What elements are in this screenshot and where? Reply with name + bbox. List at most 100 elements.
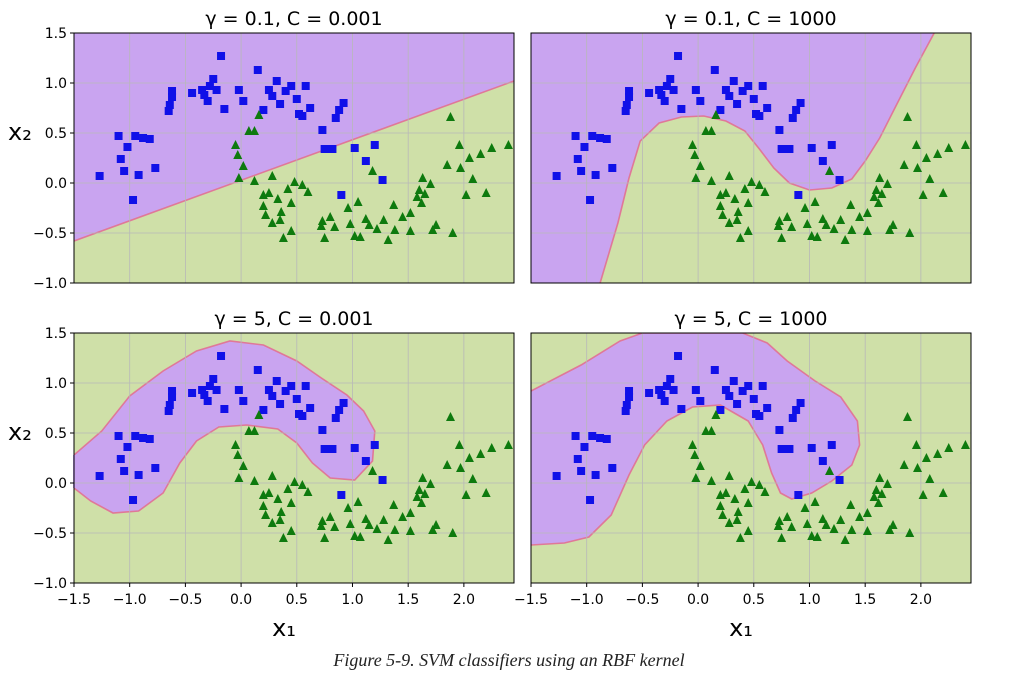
triangle-point [733, 507, 743, 516]
square-point [337, 491, 346, 499]
square-point [591, 171, 600, 179]
triangle-point [487, 443, 497, 452]
triangle-point [840, 235, 850, 244]
triangle-point [773, 521, 783, 530]
triangle-point [355, 532, 365, 541]
triangle-point [428, 225, 438, 234]
triangle-point [286, 526, 296, 535]
square-point [239, 397, 248, 405]
triangle-point [231, 440, 241, 449]
square-point [625, 93, 634, 101]
triangle-point [372, 224, 382, 233]
square-point [625, 393, 634, 401]
triangle-point [818, 214, 828, 223]
x-axis-label: x₁ [729, 614, 753, 642]
triangle-point [267, 218, 277, 227]
x-tick-label: 0.5 [286, 592, 308, 608]
triangle-point [448, 228, 458, 237]
triangle-point [267, 471, 277, 480]
square-point [827, 441, 836, 449]
x-tick-label: 2.0 [453, 592, 475, 608]
square-point [328, 445, 337, 453]
square-point [818, 157, 827, 165]
triangle-point [903, 112, 913, 121]
triangle-point [249, 176, 259, 185]
x-tick-label: 2.0 [910, 592, 932, 608]
square-point [301, 82, 310, 90]
triangle-point [303, 487, 313, 496]
square-point [114, 132, 123, 140]
x-tick-label: 1.5 [854, 592, 876, 608]
square-point [168, 93, 177, 101]
triangle-point [735, 533, 745, 542]
triangle-point [690, 150, 700, 159]
triangle-point [398, 212, 408, 221]
triangle-point [733, 207, 743, 216]
square-point [777, 145, 786, 153]
square-point [320, 445, 329, 453]
triangle-point [888, 520, 898, 529]
triangle-point [431, 220, 441, 229]
triangle-point [812, 532, 822, 541]
triangle-point [361, 514, 371, 523]
triangle-point [882, 179, 892, 188]
triangle-point [234, 473, 244, 482]
triangle-point [706, 476, 716, 485]
square-point [188, 389, 197, 397]
square-point [662, 382, 671, 390]
triangle-point [456, 163, 466, 172]
triangle-point [807, 531, 817, 540]
square-point [164, 407, 173, 415]
triangle-point [718, 510, 728, 519]
square-point [588, 432, 597, 440]
square-point [217, 352, 226, 360]
triangle-point [944, 443, 954, 452]
square-point [298, 412, 307, 420]
triangle-point [862, 226, 872, 235]
square-point [792, 406, 801, 414]
triangle-point [286, 198, 296, 207]
square-point [792, 106, 801, 114]
triangle-point [503, 440, 513, 449]
square-point [725, 392, 734, 400]
triangle-point [933, 449, 943, 458]
x-tick-label: −1.5 [57, 592, 91, 608]
y-axis-label: x₂ [8, 418, 32, 446]
triangle-point [760, 187, 770, 196]
triangle-point [290, 477, 300, 486]
square-point [571, 432, 580, 440]
square-point [114, 432, 123, 440]
triangle-point [862, 208, 872, 217]
triangle-point [417, 498, 427, 507]
square-point [131, 432, 140, 440]
triangle-point [316, 221, 326, 230]
plot-frame [530, 332, 972, 584]
square-point [696, 397, 705, 405]
square-point [777, 445, 786, 453]
square-point [596, 134, 605, 142]
triangle-point [747, 477, 757, 486]
triangle-point [317, 516, 327, 525]
triangle-point [405, 526, 415, 535]
triangle-point [847, 225, 857, 234]
square-point [749, 95, 758, 103]
square-point [788, 414, 797, 422]
triangle-point [706, 126, 716, 135]
triangle-point [303, 187, 313, 196]
triangle-point [361, 214, 371, 223]
y-tick-label: 1.0 [45, 76, 67, 92]
square-point [361, 157, 370, 165]
triangle-point [343, 503, 353, 512]
square-point [145, 135, 154, 143]
triangle-point [238, 461, 248, 470]
triangle-point [238, 161, 248, 170]
square-point [129, 196, 138, 204]
square-point [775, 426, 784, 434]
square-point [721, 386, 730, 394]
square-point [577, 467, 586, 475]
square-point [588, 132, 597, 140]
square-point [586, 196, 595, 204]
x-tick-label: 1.0 [798, 592, 820, 608]
triangle-point [760, 487, 770, 496]
triangle-point [254, 410, 264, 419]
